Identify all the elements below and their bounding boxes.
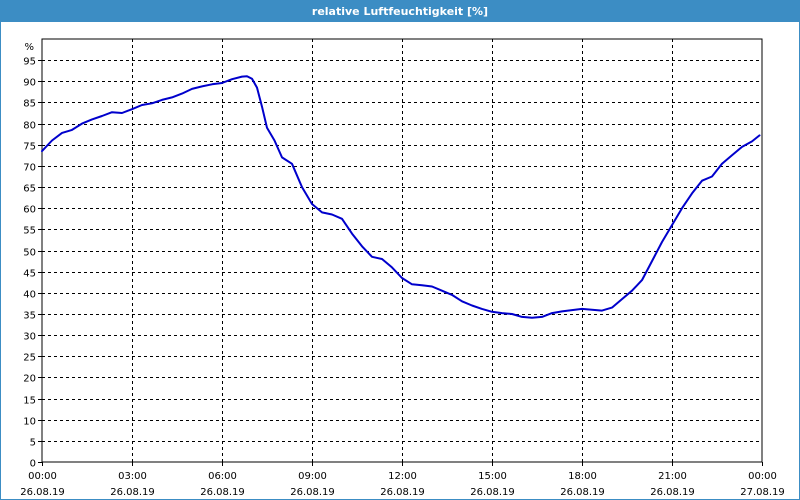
x-tick-date-label: 26.08.19 bbox=[290, 487, 335, 498]
x-tick-time-label: 06:00 bbox=[208, 471, 237, 482]
x-tick-date-label: 26.08.19 bbox=[380, 487, 425, 498]
y-tick-label: 60 bbox=[23, 205, 36, 216]
x-tick-date-label: 26.08.19 bbox=[20, 487, 65, 498]
x-tick-time-label: 09:00 bbox=[298, 471, 327, 482]
y-axis-ticks: 0 5 10 15 20 25 30 35 40 45 50 55 60 65 70 75 80 85 90 95 bbox=[23, 57, 42, 470]
y-tick-label: 55 bbox=[23, 226, 36, 237]
y-tick-label: 0 bbox=[30, 459, 36, 470]
humidity-chart: 0 5 10 15 20 25 30 35 40 45 50 55 60 65 70 75 80 85 90 95 0… bbox=[20, 38, 785, 498]
y-tick-label: 65 bbox=[23, 184, 36, 195]
y-tick-label: 15 bbox=[23, 396, 36, 407]
x-tick-time-label: 18:00 bbox=[568, 471, 597, 482]
x-tick-time-label: 21:00 bbox=[658, 471, 687, 482]
x-axis-ticks: 00:00 26.08.19 03:00 26.08.19 06:00 26.08.19 0… bbox=[20, 462, 785, 498]
x-tick-time-label: 00:00 bbox=[28, 471, 57, 482]
x-tick-date-label: 26.08.19 bbox=[650, 487, 695, 498]
x-tick-date-label: 27.08.19 bbox=[740, 487, 785, 498]
y-tick-label: 75 bbox=[23, 142, 36, 153]
x-tick-date-label: 26.08.19 bbox=[470, 487, 515, 498]
y-tick-label: 5 bbox=[30, 438, 36, 449]
x-tick-date-label: 26.08.19 bbox=[560, 487, 605, 498]
y-tick-label: 70 bbox=[23, 163, 36, 174]
y-tick-label: 25 bbox=[23, 353, 36, 364]
y-tick-label: 20 bbox=[23, 374, 36, 385]
x-tick-date-label: 26.08.19 bbox=[110, 487, 155, 498]
y-tick-label: 95 bbox=[23, 57, 36, 68]
x-tick-time-label: 03:00 bbox=[118, 471, 147, 482]
grid bbox=[41, 38, 763, 463]
x-tick-date-label: 26.08.19 bbox=[200, 487, 245, 498]
y-tick-label: 45 bbox=[23, 269, 36, 280]
series-layer bbox=[41, 75, 761, 319]
chart-title: relative Luftfeuchtigkeit [%] bbox=[1, 1, 799, 22]
series-line-humidity bbox=[41, 75, 761, 319]
y-tick-label: 40 bbox=[23, 290, 36, 301]
y-tick-label: 85 bbox=[23, 99, 36, 110]
y-tick-label: 90 bbox=[23, 78, 36, 89]
y-tick-label: 10 bbox=[23, 417, 36, 428]
x-tick-time-label: 00:00 bbox=[748, 471, 777, 482]
y-axis-unit-label: % bbox=[24, 42, 34, 53]
y-tick-label: 35 bbox=[23, 311, 36, 322]
y-tick-label: 80 bbox=[23, 121, 36, 132]
y-tick-label: 50 bbox=[23, 248, 36, 259]
x-tick-time-label: 15:00 bbox=[478, 471, 507, 482]
x-tick-time-label: 12:00 bbox=[388, 471, 417, 482]
y-tick-label: 30 bbox=[23, 332, 36, 343]
